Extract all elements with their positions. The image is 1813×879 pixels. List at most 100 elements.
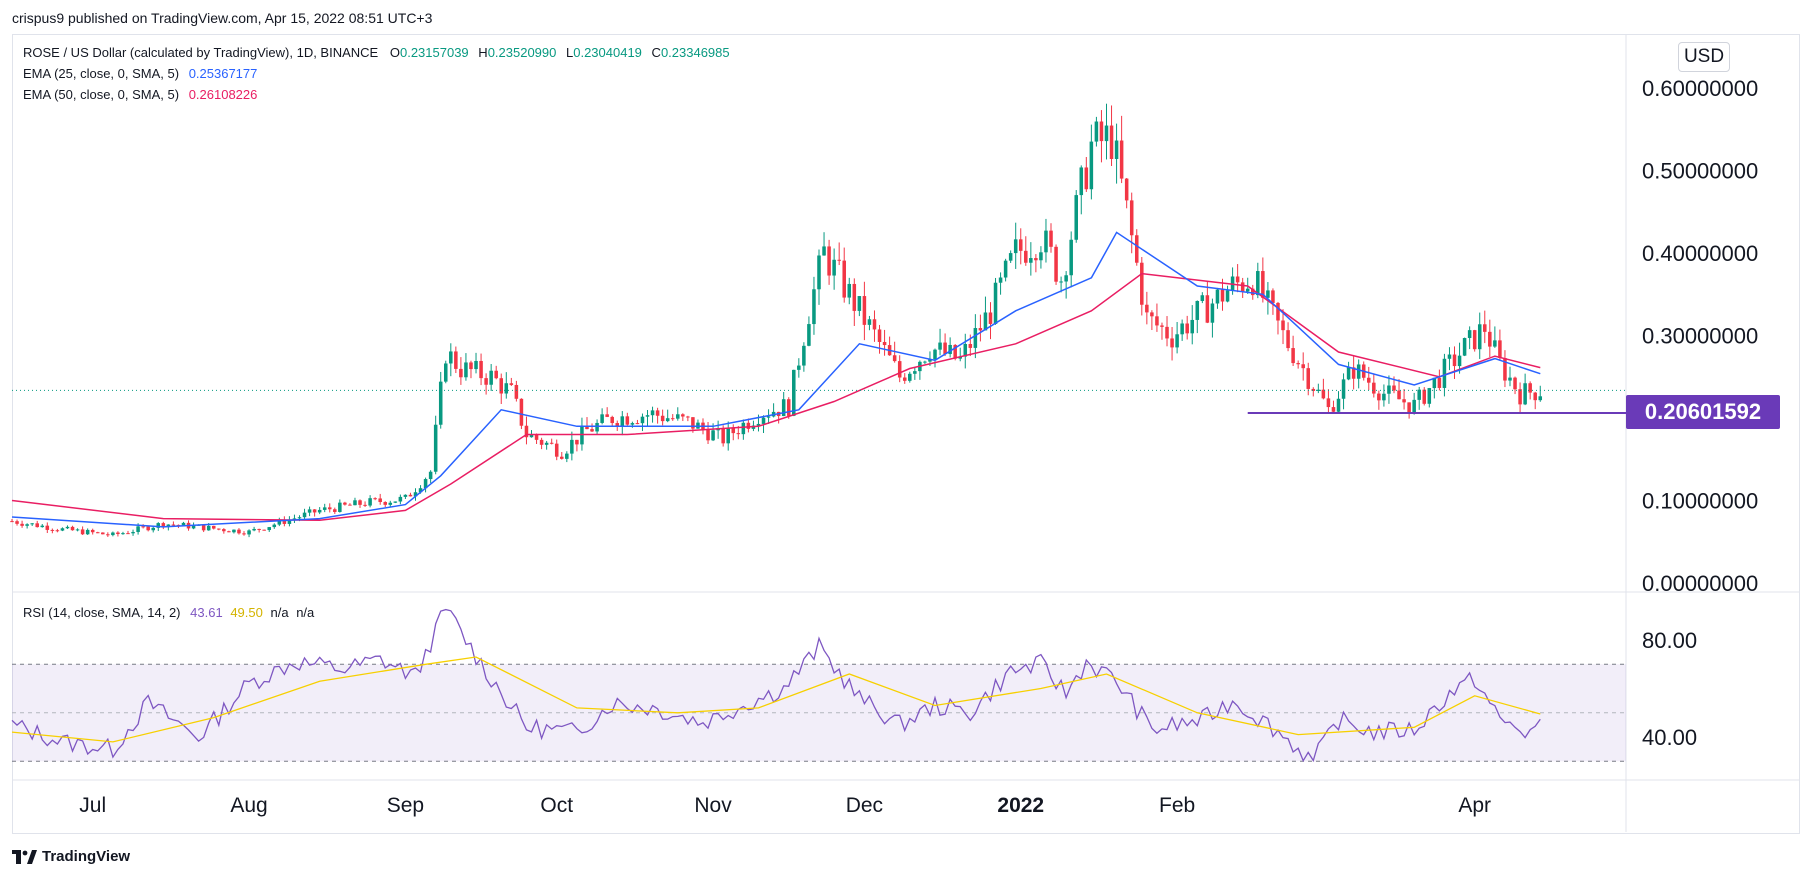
chart-frame: [12, 34, 1800, 834]
candle-body: [923, 361, 927, 363]
candle-body: [1155, 316, 1159, 326]
candle-body: [101, 532, 105, 535]
rsi-ma-line: [11, 656, 1541, 743]
candle-body: [691, 417, 695, 429]
candle-body: [1508, 377, 1512, 381]
candle-body: [726, 427, 730, 444]
candle-body: [1094, 121, 1099, 142]
candle-body: [312, 509, 317, 513]
candle-body: [872, 319, 877, 330]
candle-body: [1240, 282, 1245, 292]
rsi-legend[interactable]: RSI (14, close, SMA, 14, 2) 43.61 49.50 …: [23, 605, 314, 620]
tradingview-logo[interactable]: TradingView: [12, 848, 130, 865]
candle-body: [943, 342, 947, 355]
candle-body: [610, 416, 614, 424]
candle-body: [655, 410, 660, 416]
time-axis-label: Aug: [230, 794, 267, 817]
ema25-legend[interactable]: EMA (25, close, 0, SMA, 5) 0.25367177: [23, 66, 257, 81]
candle-body: [1034, 258, 1038, 261]
ema50-line: [11, 272, 1541, 522]
candle-body: [1079, 167, 1084, 196]
candle-body: [282, 519, 287, 524]
candle-body: [1392, 385, 1396, 391]
time-axis-label: Dec: [846, 794, 883, 817]
candle-body: [373, 498, 377, 500]
candle-body: [1064, 275, 1068, 282]
candle-body: [317, 509, 322, 513]
time-axis-label: Oct: [540, 794, 573, 817]
candle-body: [75, 529, 80, 531]
candle-body: [933, 349, 937, 360]
candle-body: [1503, 358, 1507, 381]
candle-body: [998, 277, 1003, 283]
candle-body: [459, 368, 463, 378]
open-value: 0.23157039: [399, 45, 469, 60]
candle-body: [640, 416, 645, 424]
candle-body: [333, 509, 337, 512]
candle-body: [1493, 340, 1497, 347]
ema50-legend[interactable]: EMA (50, close, 0, SMA, 5) 0.26108226: [23, 87, 257, 102]
currency-button[interactable]: USD: [1678, 42, 1730, 72]
rsi-axis-label: 80.00: [1642, 628, 1697, 653]
candle-body: [968, 343, 973, 348]
candle-body: [766, 416, 771, 418]
candle-body: [1518, 389, 1522, 405]
candle-body: [20, 523, 24, 526]
candle-body: [1402, 399, 1406, 403]
candle-body: [862, 296, 867, 325]
candle-body: [822, 246, 826, 256]
candle-body: [1084, 167, 1089, 190]
candle-body: [418, 488, 423, 493]
candle-body: [1124, 178, 1129, 201]
candle-body: [1180, 323, 1184, 335]
candle-body: [1377, 393, 1381, 401]
candle-body: [544, 442, 549, 445]
candle-body: [595, 422, 599, 432]
candle-body: [413, 492, 418, 497]
candle-body: [1326, 398, 1331, 408]
candle-body: [443, 363, 448, 382]
candle-body: [1472, 330, 1477, 350]
candle-body: [575, 439, 579, 445]
candle-body: [1220, 289, 1225, 302]
candle-body: [570, 439, 574, 454]
candle-body: [681, 414, 685, 417]
candle-body: [827, 246, 831, 276]
candle-body: [620, 416, 625, 427]
candle-body: [1276, 302, 1280, 321]
candle-body: [1175, 334, 1179, 348]
candle-body: [474, 360, 478, 370]
candle-body: [847, 283, 852, 298]
candle-body: [842, 260, 846, 298]
candle-body: [191, 525, 196, 529]
candle-body: [363, 504, 367, 506]
candle-body: [70, 526, 75, 531]
publish-line: crispus9 published on TradingView.com, A…: [12, 10, 433, 26]
support-price-tag: 0.20601592: [1626, 395, 1780, 429]
candle-body: [30, 523, 34, 525]
symbol-title[interactable]: ROSE / US Dollar (calculated by TradingV…: [23, 45, 379, 60]
candle-body: [1346, 367, 1351, 380]
candle-body: [267, 527, 271, 531]
candle-body: [1150, 312, 1154, 317]
ema25-line: [11, 231, 1541, 528]
candle-body: [1225, 290, 1230, 302]
candle-body: [287, 519, 292, 524]
candle-body: [852, 283, 857, 311]
time-axis-label: Nov: [694, 794, 732, 817]
candle-body: [1447, 354, 1452, 359]
candle-body: [494, 370, 498, 379]
candle-body: [1477, 324, 1482, 350]
candle-body: [454, 351, 458, 369]
candle-body: [242, 533, 246, 535]
candle-body: [121, 533, 125, 535]
candle-body: [908, 373, 912, 381]
high-value: 0.23520990: [487, 45, 557, 60]
candle-body: [741, 422, 746, 435]
candle-body: [423, 479, 428, 489]
candle-body: [1498, 340, 1502, 359]
time-axis-label: Feb: [1159, 794, 1195, 817]
candle-body: [232, 529, 236, 533]
candle-body: [761, 417, 766, 424]
